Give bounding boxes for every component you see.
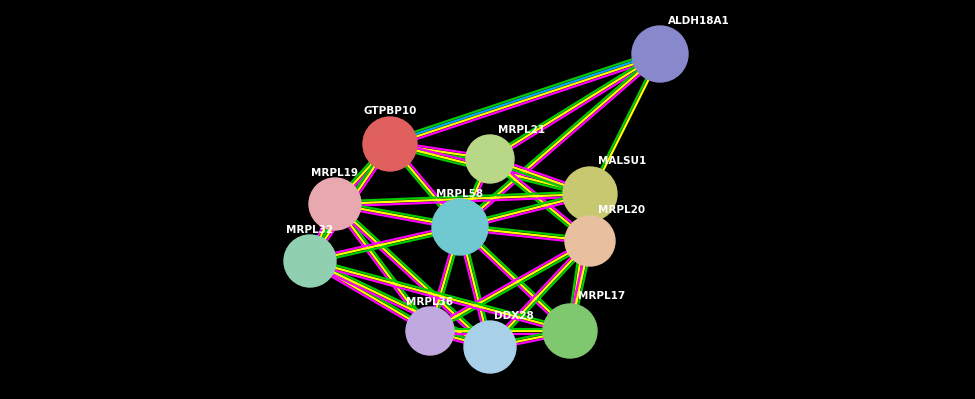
Text: MRPL21: MRPL21 bbox=[498, 125, 545, 135]
Circle shape bbox=[284, 235, 336, 287]
Text: MRPL17: MRPL17 bbox=[578, 291, 625, 301]
Text: MRPL19: MRPL19 bbox=[311, 168, 359, 178]
Text: ALDH18A1: ALDH18A1 bbox=[668, 16, 729, 26]
Circle shape bbox=[563, 167, 617, 221]
Circle shape bbox=[363, 117, 417, 171]
Circle shape bbox=[432, 199, 488, 255]
Circle shape bbox=[543, 304, 597, 358]
Circle shape bbox=[565, 216, 615, 266]
Text: MRPL58: MRPL58 bbox=[437, 189, 484, 199]
Text: MRPL36: MRPL36 bbox=[407, 297, 453, 307]
Text: GTPBP10: GTPBP10 bbox=[364, 106, 416, 116]
Circle shape bbox=[406, 307, 454, 355]
Text: MALSU1: MALSU1 bbox=[598, 156, 646, 166]
Circle shape bbox=[632, 26, 688, 82]
Circle shape bbox=[466, 135, 514, 183]
Circle shape bbox=[464, 321, 516, 373]
Text: MRPL32: MRPL32 bbox=[287, 225, 333, 235]
Text: MRPL20: MRPL20 bbox=[598, 205, 645, 215]
Circle shape bbox=[309, 178, 361, 230]
Text: DDX28: DDX28 bbox=[494, 311, 533, 321]
